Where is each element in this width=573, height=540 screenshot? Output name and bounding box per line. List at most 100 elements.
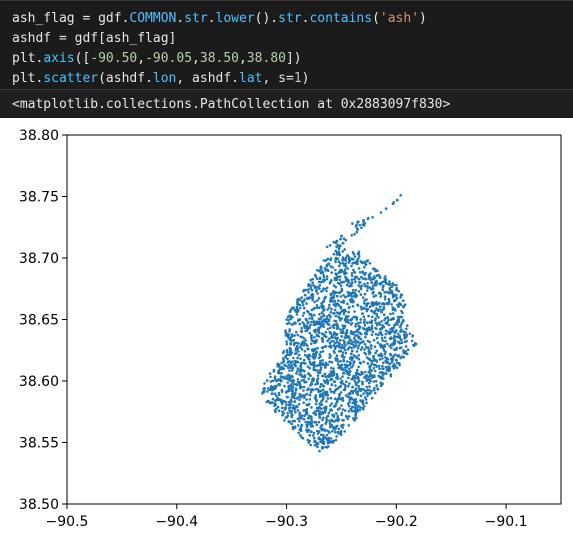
scatter-point [379,295,383,298]
scatter-point [364,335,367,339]
scatter-point [366,321,369,325]
scatter-point [297,417,301,420]
scatter-point [369,373,373,377]
scatter-point [282,367,285,370]
scatter-point [339,359,342,363]
scatter-point [395,335,398,339]
scatter-point [341,324,345,327]
scatter-point [266,387,270,390]
scatter-point [373,386,376,390]
scatter-point [303,298,306,301]
scatter-point [353,376,357,380]
scatter-point [400,321,404,324]
scatter-point [328,353,332,356]
scatter-point [349,407,353,411]
scatter-point [337,430,340,434]
scatter-point [338,345,341,349]
scatter-point [275,394,278,398]
scatter-point [309,415,313,418]
scatter-point [403,303,407,306]
scatter-point [368,321,372,324]
scatter-point [355,383,358,387]
scatter-point [339,391,343,394]
scatter-point [330,271,334,274]
scatter-point [378,282,381,285]
scatter-point [291,360,294,363]
scatter-point [330,383,334,386]
scatter-point [307,357,311,361]
scatter-point [381,364,384,368]
scatter-point [366,394,369,398]
scatter-point [368,286,372,289]
scatter-point [351,364,355,367]
scatter-point [274,407,278,411]
scatter-point [318,320,321,324]
scatter-point [335,373,339,376]
scatter-point [336,417,340,421]
scatter-point [381,285,385,289]
scatter-point [355,317,359,321]
scatter-point [306,428,309,432]
scatter-point [366,286,370,290]
y-tick-label: 38.80 [19,128,59,144]
scatter-point [365,385,369,389]
scatter-point [298,373,301,376]
y-tick-label: 38.75 [19,190,59,206]
code-token: , ashdf. [176,71,240,86]
scatter-point [296,360,300,364]
scatter-point [291,315,294,319]
scatter-point [340,363,343,367]
scatter-point [412,343,415,347]
scatter-point [350,352,353,356]
scatter-point [370,281,374,284]
scatter-point [318,363,322,367]
scatter-point [373,345,377,348]
scatter-point [324,409,327,412]
scatter-point [329,396,333,400]
scatter-point [372,355,375,358]
scatter-point [363,299,366,302]
scatter-point [297,318,300,321]
scatter-point [388,366,391,369]
scatter-point [288,363,291,367]
scatter-point [372,366,376,370]
scatter-point [305,392,309,396]
scatter-point [288,369,291,372]
scatter-point [308,433,312,437]
scatter-point [390,303,393,306]
scatter-point [359,394,363,398]
scatter-point [322,259,326,262]
scatter-point [357,257,360,260]
scatter-point [368,351,372,354]
scatter-point [328,425,332,429]
scatter-point [355,391,359,394]
scatter-point [323,372,327,376]
scatter-point [379,343,383,346]
scatter-point [343,372,346,375]
scatter-point [390,361,394,364]
scatter-point [324,363,328,366]
scatter-point [271,379,275,383]
scatter-point [337,247,341,251]
scatter-point [319,426,322,430]
scatter-point [379,371,382,374]
scatter-point [325,418,329,422]
scatter-point [384,365,388,369]
scatter-point [320,438,324,442]
scatter-point [404,335,408,339]
scatter-point [310,293,314,296]
code-cell[interactable]: ash_flag = gdf.COMMON.str.lower().str.co… [0,0,573,90]
scatter-point [386,360,389,364]
scatter-point [318,389,321,393]
scatter-point [398,334,401,338]
scatter-point [333,405,336,408]
scatter-point [311,298,314,302]
scatter-point [310,406,313,409]
scatter-point [341,344,344,347]
scatter-point [316,292,319,295]
scatter-point [321,359,325,362]
scatter-point [354,288,358,292]
scatter-point [336,324,340,328]
scatter-point [321,346,325,350]
scatter-point [343,383,347,387]
